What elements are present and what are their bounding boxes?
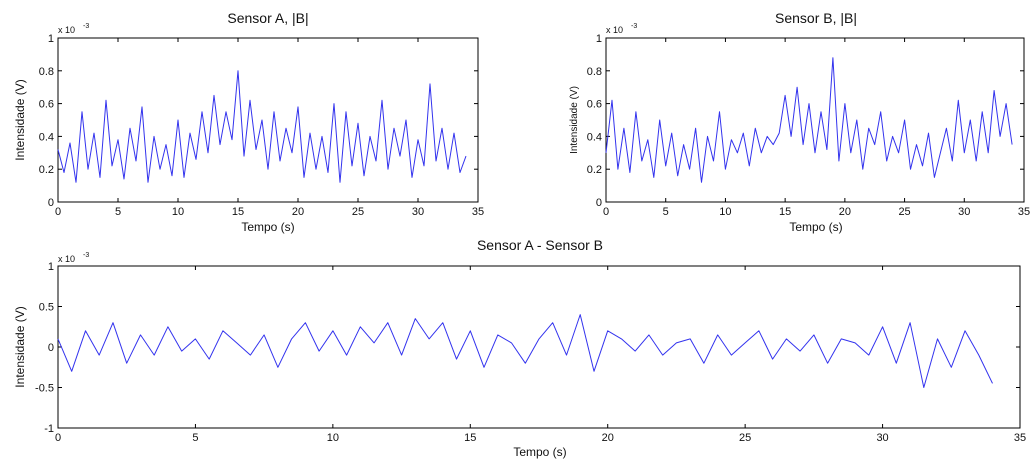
x-tick-label: 0	[603, 206, 609, 218]
x-tick-labels: 0 5 10 15 20 25 30 35	[55, 206, 484, 218]
y-tick-label: -0.5	[35, 383, 54, 395]
y-axis-label: Intensidade (V)	[569, 86, 580, 154]
y-tick-label: 0.4	[587, 131, 602, 143]
x-tick-label: 35	[1018, 206, 1030, 218]
x-tick-label: 0	[55, 206, 61, 218]
y-tick-label: 0.6	[587, 99, 602, 111]
x-tick-label: 30	[412, 206, 424, 218]
y-tick-label: 0.8	[39, 66, 54, 78]
exponent-power: -3	[83, 23, 89, 30]
tick-marks	[57, 37, 479, 203]
chart-sensor-b: Sensor B, |B| x 10 -3 0 5 10 15 20 25 30 35 0 0.…	[569, 10, 1030, 234]
chart-title: Sensor A, |B|	[227, 10, 308, 26]
x-tick-label: 20	[839, 206, 851, 218]
x-tick-label: 20	[292, 206, 304, 218]
chart-sensor-a: Sensor A, |B| x 10 -3 0 5 10 15 20 25 30 35 0 0.…	[13, 10, 484, 234]
x-axis-label: Tempo (s)	[513, 445, 566, 459]
x-tick-labels: 0 5 10 15 20 25 30 35	[603, 206, 1030, 218]
exponent-power: -3	[631, 23, 637, 30]
x-tick-label: 30	[958, 206, 970, 218]
y-tick-label: 0	[596, 197, 602, 209]
y-tick-label: 0.2	[587, 164, 602, 176]
y-tick-label: 0.2	[39, 164, 54, 176]
x-tick-label: 0	[55, 432, 61, 444]
x-tick-label: 30	[876, 432, 888, 444]
y-tick-label: 0.8	[587, 66, 602, 78]
x-tick-label: 5	[663, 206, 669, 218]
series-line	[605, 57, 1013, 183]
y-tick-label: 0.4	[39, 131, 54, 143]
x-tick-label: 15	[779, 206, 791, 218]
y-axis-exponent: x 10 -3	[606, 23, 637, 35]
y-axis-exponent: x 10 -3	[58, 23, 89, 35]
chart-title: Sensor A - Sensor B	[477, 237, 603, 253]
x-tick-label: 10	[719, 206, 731, 218]
exponent-base: x 10	[606, 25, 623, 35]
y-tick-labels: -1 -0.5 0 0.5 1	[35, 261, 54, 435]
y-axis-exponent: x 10 -3	[58, 252, 89, 264]
y-axis-label: Intensidade (V)	[13, 79, 27, 160]
exponent-base: x 10	[58, 254, 75, 264]
x-axis-label: Tempo (s)	[241, 220, 294, 234]
y-tick-label: 0.6	[39, 99, 54, 111]
y-tick-label: 1	[48, 261, 54, 273]
x-tick-label: 5	[192, 432, 198, 444]
y-tick-label: 0.5	[39, 302, 54, 314]
x-tick-label: 10	[327, 432, 339, 444]
x-tick-labels: 0 5 10 15 20 25 30 35	[55, 432, 1026, 444]
y-tick-label: -1	[44, 423, 54, 435]
x-axis-label: Tempo (s)	[789, 220, 842, 234]
x-tick-label: 15	[232, 206, 244, 218]
y-tick-label: 0	[48, 342, 54, 354]
x-tick-label: 5	[115, 206, 121, 218]
tick-marks	[605, 37, 1025, 203]
x-tick-label: 10	[172, 206, 184, 218]
y-tick-labels: 0 0.2 0.4 0.6 0.8 1	[39, 33, 54, 209]
tick-marks	[57, 265, 1021, 429]
series-line	[57, 70, 467, 183]
x-tick-label: 25	[739, 432, 751, 444]
y-tick-label: 1	[48, 33, 54, 45]
chart-title: Sensor B, |B|	[775, 10, 857, 26]
plot-area-frame	[605, 37, 1025, 203]
x-tick-label: 35	[1014, 432, 1026, 444]
x-tick-label: 35	[472, 206, 484, 218]
plot-area-frame	[57, 265, 1021, 429]
x-tick-label: 25	[352, 206, 364, 218]
exponent-power: -3	[83, 252, 89, 259]
exponent-base: x 10	[58, 25, 75, 35]
chart-difference: Sensor A - Sensor B x 10 -3 0 5 10 15 20 25 30…	[13, 237, 1026, 459]
series-line	[57, 314, 993, 388]
y-tick-labels: 0 0.2 0.4 0.6 0.8 1	[587, 33, 602, 209]
y-tick-label: 1	[596, 33, 602, 45]
plot-area-frame	[57, 37, 479, 203]
y-tick-label: 0	[48, 197, 54, 209]
x-tick-label: 25	[898, 206, 910, 218]
x-tick-label: 20	[602, 432, 614, 444]
x-tick-label: 15	[464, 432, 476, 444]
y-axis-label: Intensidade (V)	[13, 306, 27, 387]
